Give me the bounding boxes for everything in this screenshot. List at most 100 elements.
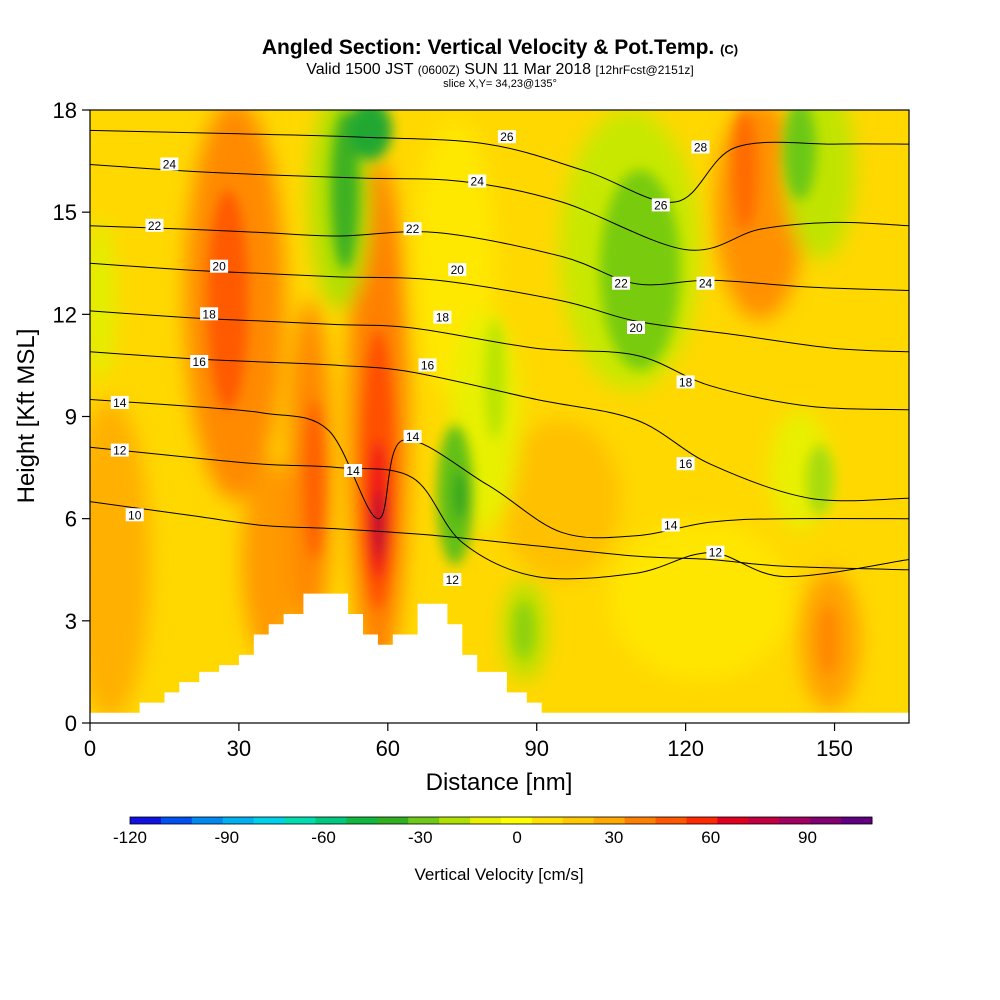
- contour-label-bg: [110, 443, 129, 457]
- valid-time: Valid 1500 JST: [306, 61, 414, 78]
- contour-labels: 24 22 20 18 16 14 12 10 26 24 22 20 18 16 14 14 12 28 26 24…: [110, 130, 725, 587]
- contour-label: 14: [403, 429, 422, 444]
- title-unit: (C): [720, 42, 739, 57]
- contour-label-bg: [160, 157, 179, 171]
- y-tick-label: 9: [65, 405, 77, 430]
- y-tick-label: 12: [53, 302, 77, 327]
- contour-label-text: 18: [436, 311, 450, 325]
- colorbar-swatch: [593, 817, 626, 824]
- contour-label: 18: [200, 307, 219, 321]
- contour-label-text: 22: [148, 219, 162, 233]
- contour-label: 20: [210, 259, 229, 274]
- contour-label-bg: [497, 130, 516, 144]
- valid-utc: (0600Z): [417, 63, 460, 77]
- y-axis-label: Height [Kft MSL]: [13, 329, 40, 504]
- isentrope-18: [90, 310, 909, 411]
- contour-label-text: 20: [212, 260, 226, 274]
- contour-label-text: 24: [471, 175, 485, 189]
- contour-label-bg: [676, 375, 695, 389]
- colorbar-tick-label: -90: [215, 828, 240, 847]
- contour-label-bg: [676, 457, 695, 471]
- contour-label-text: 20: [629, 321, 643, 335]
- colorbar-swatch: [686, 817, 718, 824]
- forecast-info: [12hrFcst@2151z]: [595, 63, 694, 77]
- colorbar-swatch: [222, 817, 255, 824]
- contour-label-bg: [696, 276, 715, 290]
- colorbar-swatch: [779, 817, 811, 824]
- slice-info: slice X,Y= 34,23@135°: [443, 78, 557, 90]
- contour-label: 20: [448, 263, 467, 277]
- x-tick-label: 90: [524, 736, 548, 761]
- contour-label-bg: [210, 259, 229, 273]
- x-tick-label: 150: [816, 736, 853, 761]
- valid-date: SUN 11 Mar 2018: [464, 61, 592, 78]
- colorbar-swatch: [470, 817, 502, 824]
- colorbar-swatch: [624, 817, 657, 824]
- colorbar-swatch: [655, 817, 687, 824]
- contour-label-bg: [651, 198, 670, 212]
- contour-label-bg: [706, 545, 725, 559]
- colorbar-swatch: [253, 817, 286, 824]
- contour-label-text: 18: [679, 375, 693, 389]
- contour-label-bg: [344, 464, 363, 477]
- chart-subtitle: Valid 1500 JST (0600Z) SUN 11 Mar 2018 […: [0, 61, 1000, 79]
- isentrope-contours: [90, 129, 909, 580]
- colorbar-label: Vertical Velocity [cm/s]: [414, 865, 583, 884]
- contour-label-text: 16: [421, 358, 435, 372]
- contour-label-bg: [403, 222, 422, 236]
- contour-label-bg: [691, 140, 710, 154]
- y-axis: 0 3 6 9 12 15 18: [53, 98, 90, 736]
- colorbar-swatch: [377, 817, 409, 824]
- contour-label-text: 20: [451, 263, 465, 277]
- colorbar-tick-label: 90: [798, 828, 817, 847]
- isentrope-14: [90, 399, 909, 539]
- y-tick-label: 18: [53, 98, 77, 123]
- contour-label: 14: [110, 395, 129, 410]
- contour-label: 16: [676, 457, 695, 471]
- contour-label-text: 12: [709, 546, 723, 560]
- contour-label-bg: [612, 276, 631, 290]
- contour-label-text: 24: [163, 158, 177, 172]
- chart-title: Angled Section: Vertical Velocity & Pot.…: [0, 36, 1000, 60]
- contour-label: 12: [110, 443, 129, 458]
- contour-label: 12: [443, 573, 462, 587]
- y-tick-label: 6: [65, 507, 77, 532]
- colorbar-tick-label: 60: [701, 828, 720, 847]
- isentrope-12: [90, 446, 909, 580]
- x-axis-label: Distance [nm]: [426, 769, 573, 796]
- y-tick-label: 3: [65, 609, 77, 634]
- contour-label-text: 26: [500, 130, 514, 144]
- contour-label-text: 22: [614, 277, 628, 291]
- colorbar-tick-label: 30: [604, 828, 623, 847]
- contour-label-bg: [433, 310, 452, 324]
- contour-label: 24: [468, 174, 487, 189]
- contour-label: 24: [696, 276, 715, 291]
- contour-label-text: 24: [699, 277, 713, 291]
- contour-label-text: 26: [654, 198, 668, 212]
- colorbar-tick-label: 0: [512, 828, 521, 847]
- contour-label: 22: [145, 218, 164, 233]
- contour-label: 10: [125, 508, 144, 522]
- colorbar-tick-label: -60: [311, 828, 336, 847]
- contour-label-text: 28: [694, 141, 708, 155]
- contour-label: 26: [497, 130, 516, 144]
- terrain-profile: [90, 593, 909, 723]
- x-tick-label: 0: [84, 736, 96, 761]
- isentrope-16: [90, 351, 909, 502]
- contour-label-text: 16: [193, 355, 207, 369]
- contour-label-text: 10: [128, 508, 142, 522]
- colorbar-swatch: [717, 817, 749, 824]
- contour-label: 24: [160, 157, 179, 172]
- colorbar-tick-label: -120: [113, 828, 147, 847]
- colorbar-swatch: [130, 817, 162, 824]
- colorbar-swatch: [408, 817, 440, 824]
- contour-label-text: 14: [113, 396, 127, 410]
- isentrope-20: [90, 262, 909, 353]
- x-axis: 0 30 60 90 120 150: [84, 723, 853, 761]
- contour-label-text: 14: [406, 430, 420, 444]
- isentrope-10: [90, 501, 909, 571]
- contour-label-bg: [125, 508, 144, 522]
- isentrope-22: [90, 225, 909, 291]
- contour-label-text: 12: [113, 444, 127, 458]
- contour-label: 20: [627, 321, 645, 335]
